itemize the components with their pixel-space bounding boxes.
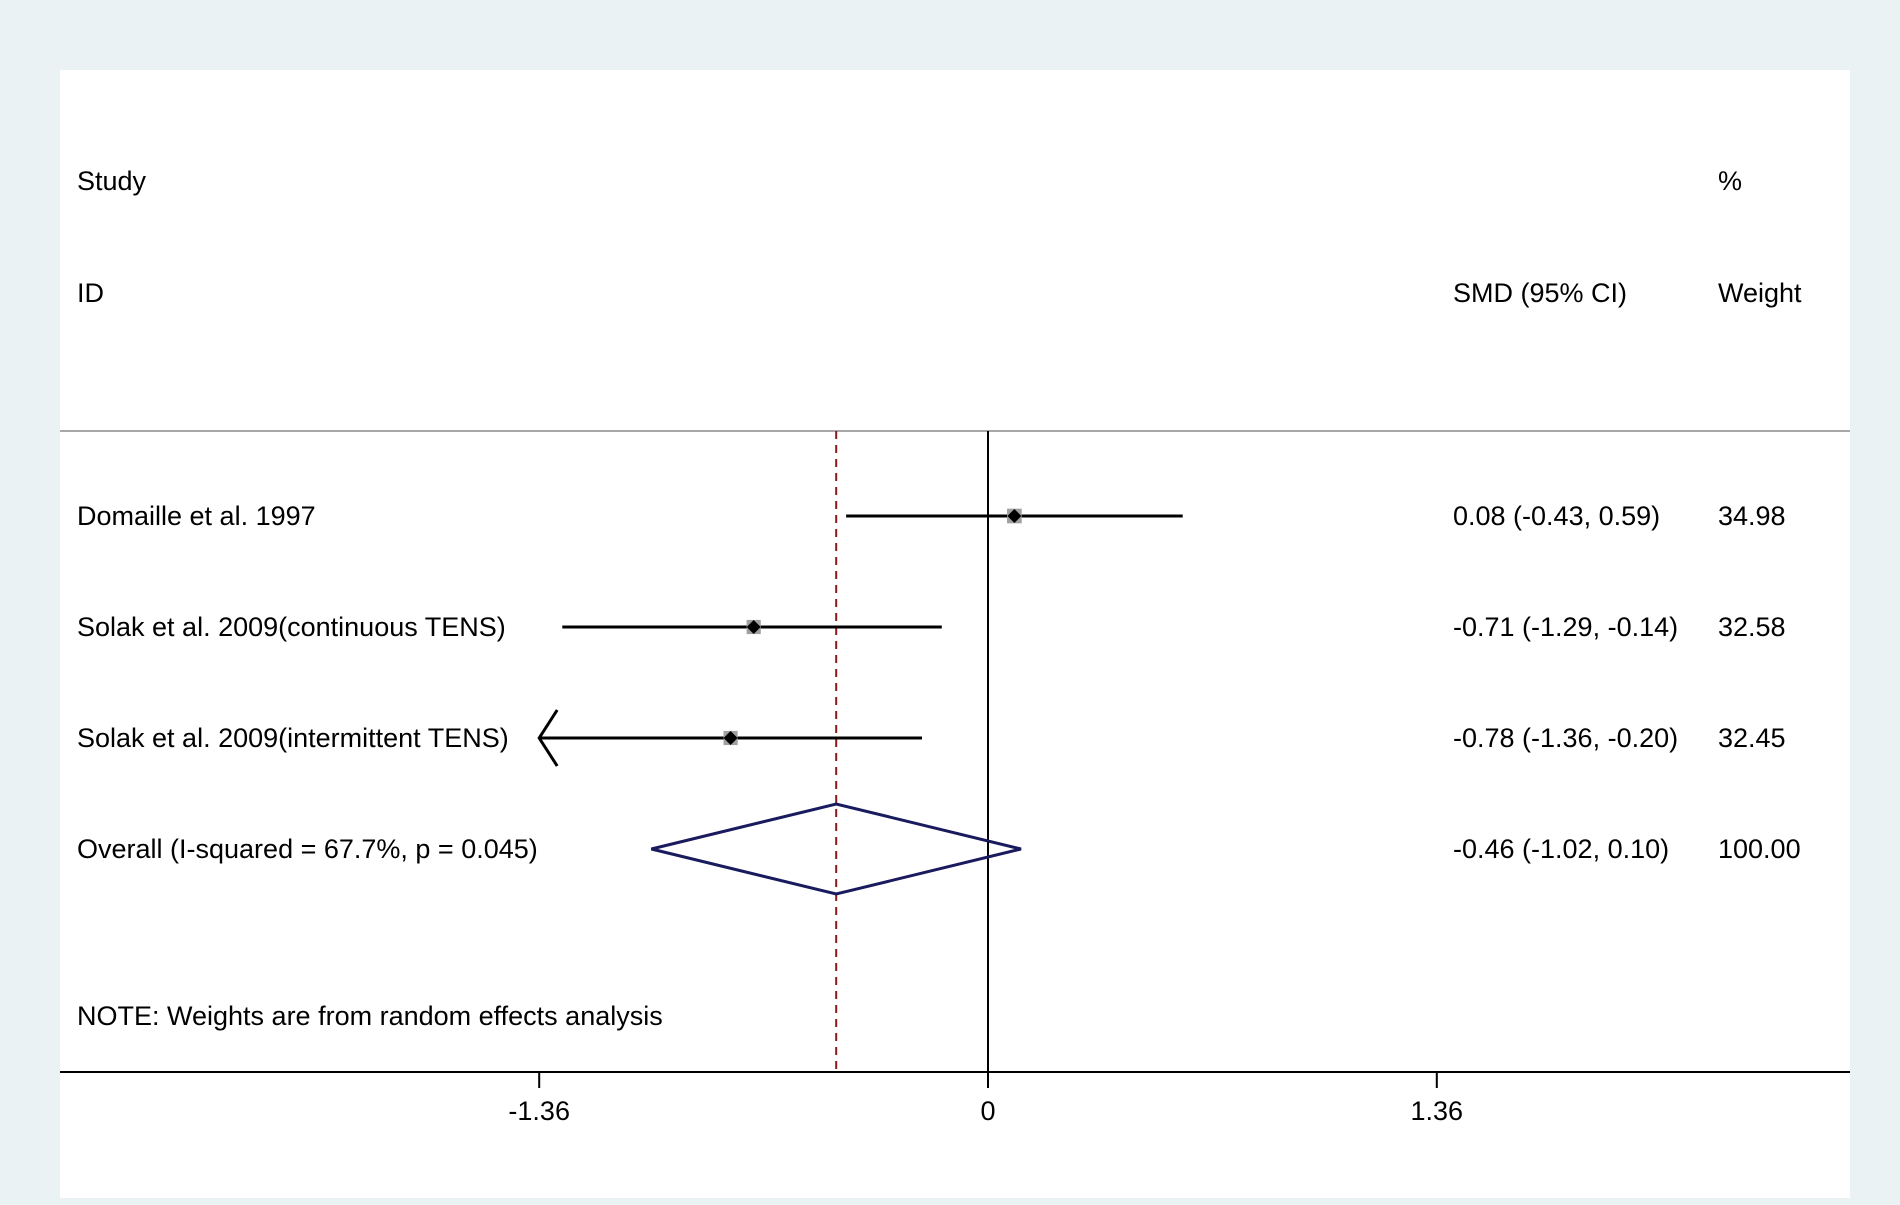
weight-text: 32.45 <box>1718 723 1786 753</box>
header-study: Study <box>77 166 147 196</box>
header-weight: Weight <box>1718 278 1802 308</box>
overall-diamond <box>651 802 1022 896</box>
estimate-text: -0.71 (-1.29, -0.14) <box>1453 612 1678 642</box>
overall-label: Overall (I-squared = 67.7%, p = 0.045) <box>77 834 538 864</box>
point-estimate <box>723 731 738 745</box>
overall-estimate-text: -0.46 (-1.02, 0.10) <box>1453 834 1669 864</box>
study-rows: Domaille et al. 1997 0.08 (-0.43, 0.59) 34… <box>77 501 1801 864</box>
plot-marks <box>537 431 1183 1072</box>
weight-text: 32.58 <box>1718 612 1786 642</box>
estimate-text: 0.08 (-0.43, 0.59) <box>1453 501 1660 531</box>
study-label: Solak et al. 2009(continuous TENS) <box>77 612 506 642</box>
x-tick-label: 1.36 <box>1411 1096 1464 1126</box>
header-estimate: SMD (95% CI) <box>1453 278 1627 308</box>
x-tick-label: -1.36 <box>508 1096 570 1126</box>
x-ticks: -1.36 0 1.36 <box>508 1072 1463 1126</box>
overall-weight-text: 100.00 <box>1718 834 1801 864</box>
x-tick-label: 0 <box>980 1096 995 1126</box>
estimate-text: -0.78 (-1.36, -0.20) <box>1453 723 1678 753</box>
header-percent: % <box>1718 166 1742 196</box>
ci-arrow <box>537 709 559 767</box>
study-label: Domaille et al. 1997 <box>77 501 316 531</box>
weight-text: 34.98 <box>1718 501 1786 531</box>
point-estimate <box>746 620 761 634</box>
point-estimate <box>1007 509 1022 523</box>
study-label: Solak et al. 2009(intermittent TENS) <box>77 723 509 753</box>
note-text: NOTE: Weights are from random effects an… <box>77 1001 663 1031</box>
header-id: ID <box>77 278 104 308</box>
chart-panel <box>60 70 1850 1198</box>
